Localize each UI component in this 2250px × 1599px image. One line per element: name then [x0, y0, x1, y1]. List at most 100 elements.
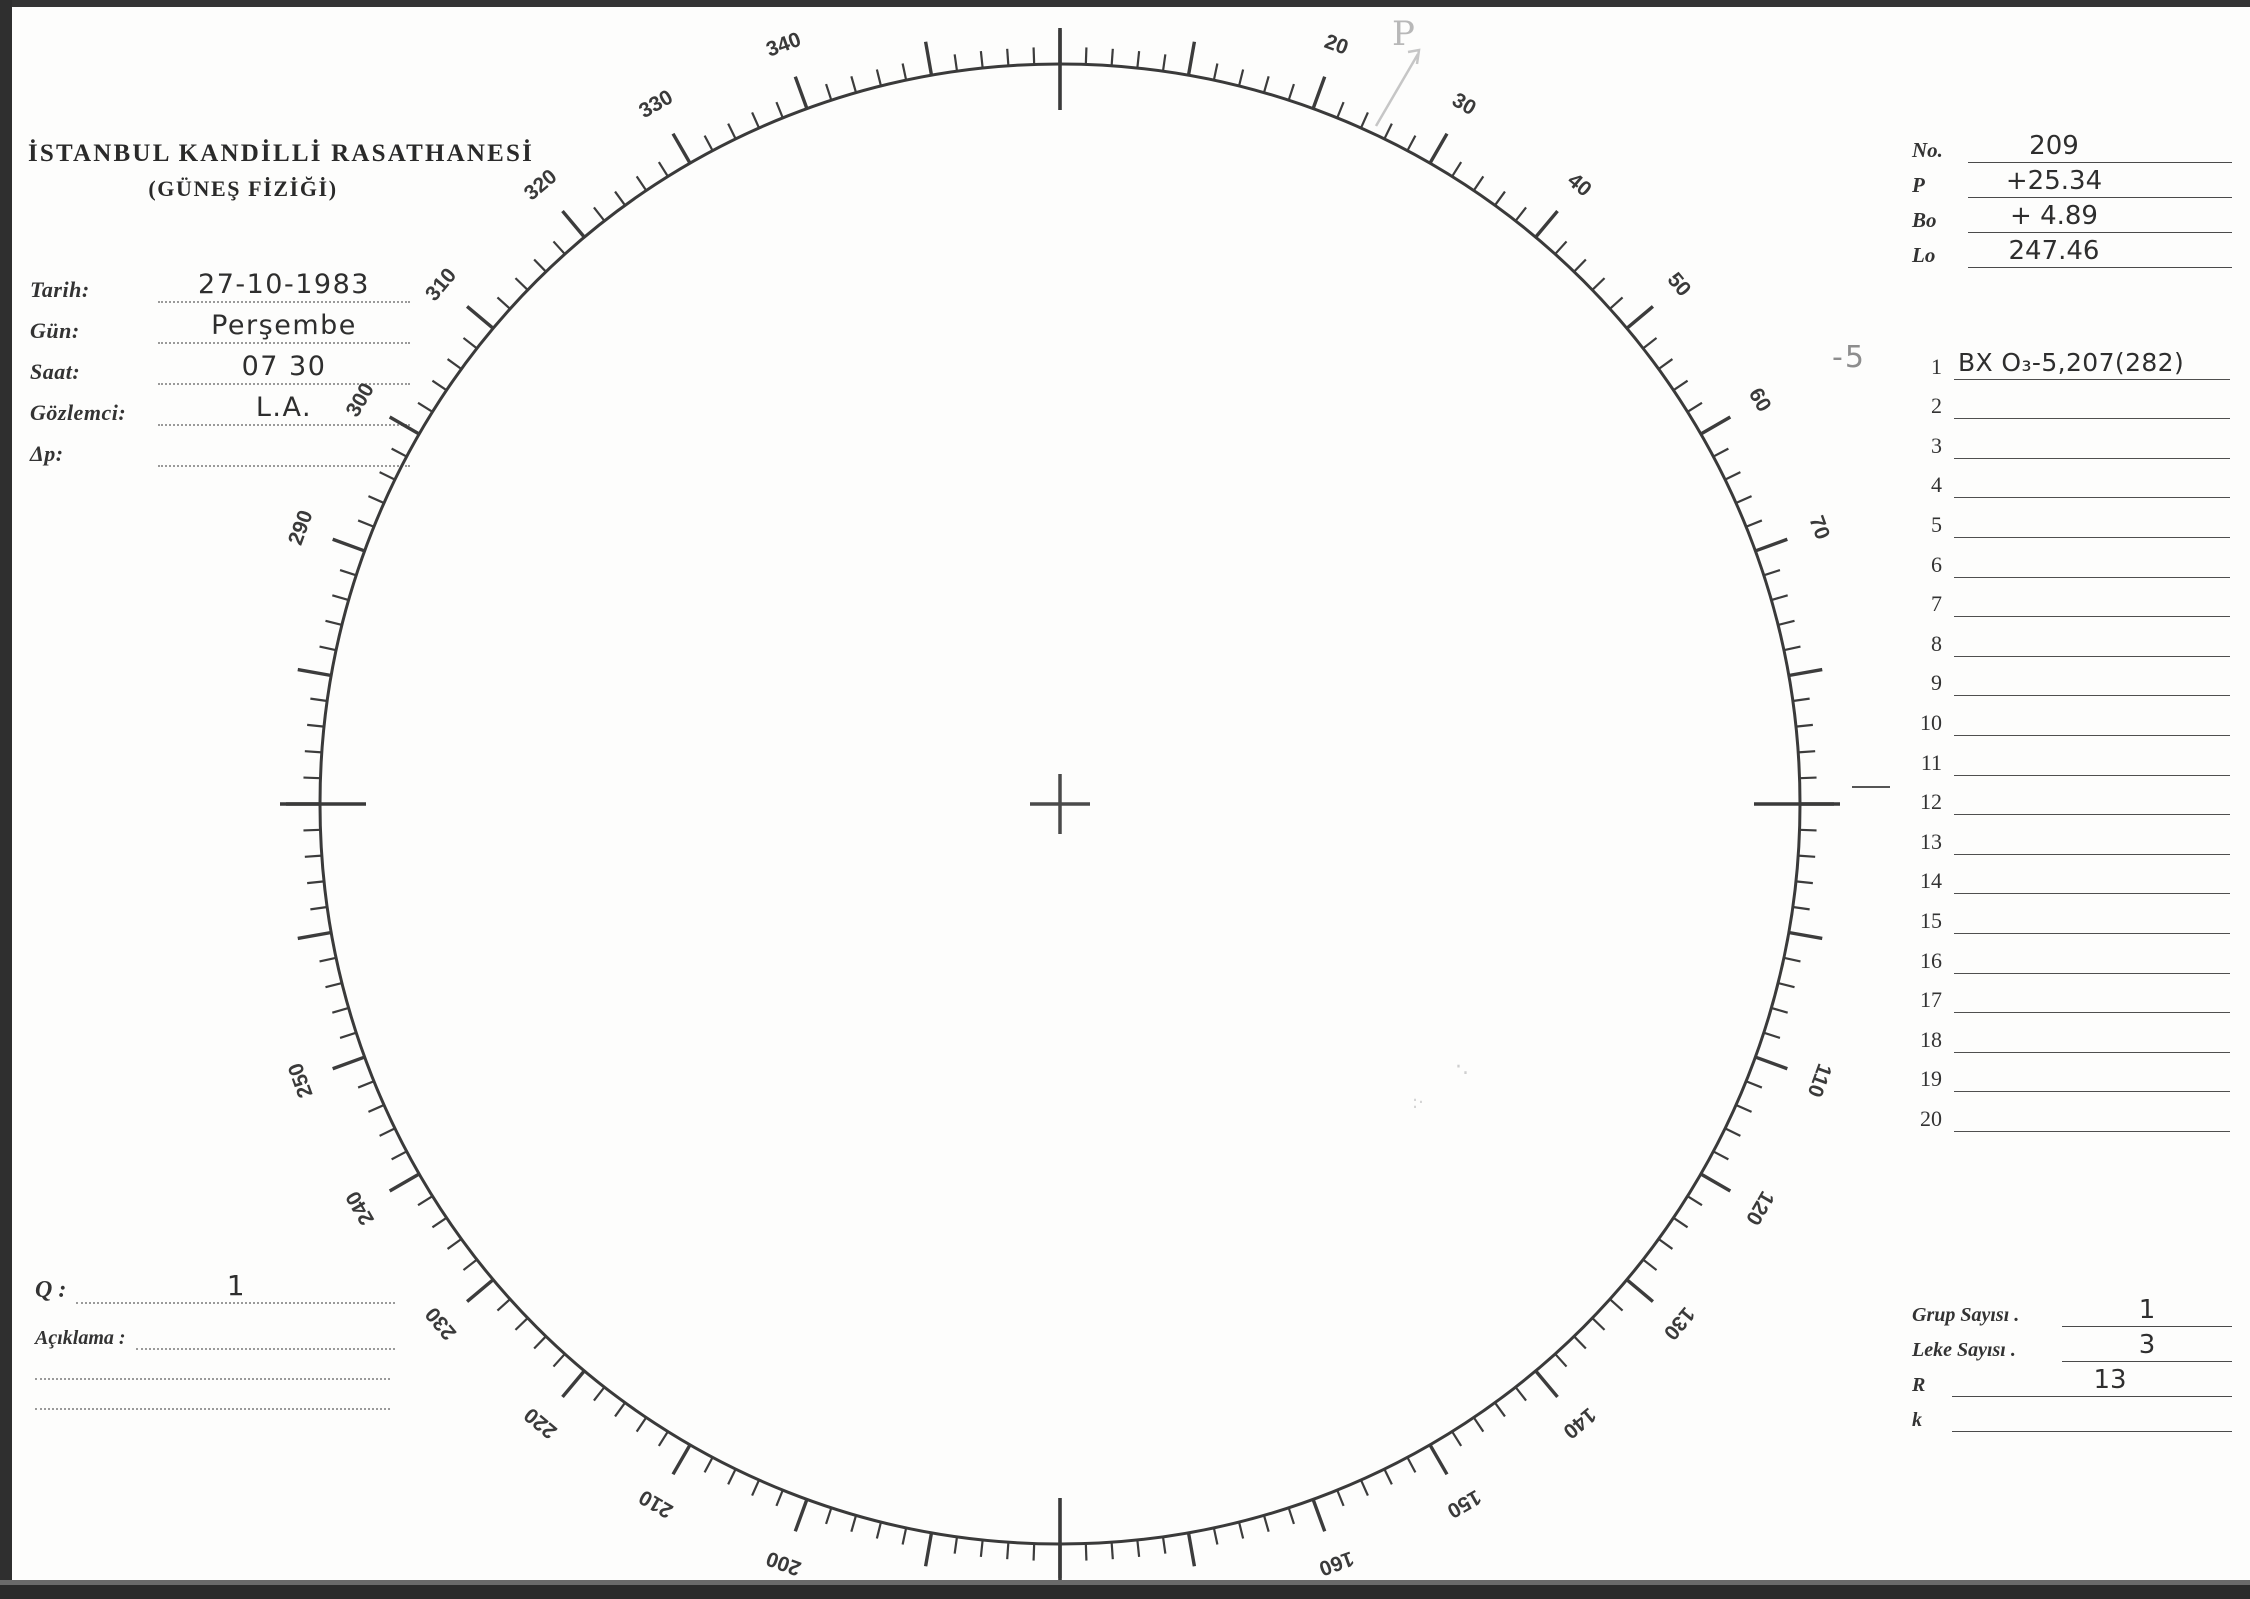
degree-label: 330	[635, 86, 677, 123]
degree-tick-minor	[1795, 723, 1813, 728]
entry-number: 4	[1931, 472, 1942, 498]
entry-number: 12	[1920, 789, 1942, 815]
parameter-value: 247.46	[2008, 236, 2100, 266]
summary-row: Leke Sayısı . 3	[1912, 1327, 2232, 1362]
quality-input-line[interactable]: 1	[76, 1269, 395, 1304]
field-label: Saat:	[30, 359, 81, 384]
entry-row: 19	[1900, 1053, 2230, 1093]
degree-tick-minor	[368, 495, 385, 505]
degree-tick-minor	[1472, 1416, 1485, 1433]
field-label: Gün:	[30, 318, 80, 343]
entry-row: 20	[1900, 1092, 2230, 1132]
cardinal-mark-w: 270W	[280, 802, 366, 806]
degree-tick-minor	[1672, 379, 1689, 392]
entry-input-line[interactable]	[1954, 545, 2230, 578]
entry-input-line[interactable]: BX O₃-5,207(282)	[1954, 347, 2230, 380]
quality-value: 1	[226, 1269, 245, 1302]
entry-input-line[interactable]	[1954, 782, 2230, 816]
note-input-line[interactable]	[135, 1320, 395, 1350]
degree-tick-minor	[1745, 519, 1763, 528]
degree-tick-minor	[901, 63, 908, 81]
entry-number: 10	[1920, 709, 1942, 735]
degree-tick-minor	[614, 1402, 626, 1418]
summary-input-line[interactable]: 3	[2062, 1330, 2232, 1362]
degree-tick-minor	[635, 175, 648, 192]
entry-number: 2	[1931, 393, 1942, 419]
parameter-input-line[interactable]: 209	[1968, 131, 2232, 163]
entry-row: 13	[1900, 815, 2230, 855]
cardinal-mark-e: 90E	[1754, 802, 1840, 806]
entry-input-line[interactable]	[1954, 822, 2230, 855]
quality-row: Q : 1	[35, 1258, 395, 1304]
degree-tick-minor	[1735, 1103, 1752, 1113]
entry-row: 15	[1900, 894, 2230, 934]
degree-tick-minor	[325, 619, 343, 627]
entry-input-line[interactable]	[1954, 465, 2230, 499]
degree-tick-minor	[379, 1127, 396, 1137]
degree-tick-minor	[1359, 112, 1369, 129]
entry-input-line[interactable]	[1954, 624, 2230, 657]
entry-input-line[interactable]	[1954, 861, 2230, 895]
degree-tick-minor	[1554, 240, 1568, 255]
degree-label: 80	[1842, 650, 1843, 677]
entry-input-line[interactable]	[1954, 980, 2230, 1014]
entry-input-line[interactable]	[1954, 426, 2230, 459]
entry-input-line[interactable]	[1954, 743, 2230, 776]
field-input-line[interactable]: 07 30	[158, 351, 410, 385]
degree-tick-minor	[1745, 1080, 1763, 1089]
parameter-input-line[interactable]: 247.46	[1968, 236, 2232, 268]
cardinal-mark-n: 0N	[1058, 28, 1062, 110]
degree-tick-minor	[303, 776, 321, 780]
field-input-line[interactable]: Perşembe	[158, 310, 410, 344]
entry-input-line[interactable]	[1954, 505, 2230, 538]
summary-input-line[interactable]: 1	[2062, 1295, 2232, 1327]
entry-input-line[interactable]	[1954, 1059, 2230, 1093]
entry-input-line[interactable]	[1954, 901, 2230, 934]
degree-tick-minor	[825, 1507, 833, 1525]
entry-input-line[interactable]	[1954, 1099, 2230, 1132]
degree-tick-minor	[1658, 1238, 1674, 1250]
field-input-line[interactable]: 27-10-1983	[158, 269, 410, 303]
degree-label: 260	[278, 925, 279, 964]
degree-tick-minor	[727, 1468, 737, 1485]
note-extra-line-2[interactable]	[35, 1406, 390, 1410]
degree-tick-major	[1788, 930, 1823, 941]
degree-tick-minor	[1573, 258, 1587, 273]
degree-tick-major	[923, 41, 934, 76]
degree-tick-major	[1311, 76, 1327, 110]
parameter-input-line[interactable]: +25.34	[1968, 166, 2232, 198]
degree-tick-minor	[1799, 828, 1817, 832]
disk-center-crosshair	[1030, 774, 1090, 834]
degree-tick-minor	[1763, 1031, 1781, 1039]
entry-input-line[interactable]	[1954, 663, 2230, 697]
scan-edge-top	[0, 0, 2250, 7]
entry-input-line[interactable]	[1954, 386, 2230, 420]
degree-tick-minor	[1136, 1539, 1141, 1557]
parameter-input-line[interactable]: + 4.89	[1968, 201, 2232, 233]
field-label: Δp:	[30, 441, 64, 466]
degree-tick-major	[1186, 41, 1197, 76]
field-input-line[interactable]: L.A.	[158, 392, 410, 426]
degree-tick-minor	[1609, 1298, 1624, 1312]
degree-label: 130	[1659, 1303, 1699, 1345]
entry-row: 2	[1900, 380, 2230, 420]
entry-input-line[interactable]	[1954, 941, 2230, 974]
summary-input-line[interactable]: 13	[1952, 1365, 2232, 1397]
entry-input-line[interactable]	[1954, 1020, 2230, 1053]
degree-tick-minor	[496, 296, 511, 310]
degree-tick-minor	[514, 277, 529, 291]
summary-input-line[interactable]	[1952, 1400, 2232, 1432]
entry-input-line[interactable]	[1954, 584, 2230, 618]
field-input-line[interactable]	[158, 435, 410, 467]
degree-tick-major	[1534, 1369, 1559, 1399]
degree-tick-minor	[1161, 54, 1167, 72]
degree-tick-minor	[825, 83, 833, 101]
degree-tick-major	[332, 1055, 366, 1071]
field-value: Perşembe	[211, 310, 357, 341]
degree-tick-minor	[462, 337, 478, 350]
entry-input-line[interactable]	[1954, 703, 2230, 736]
degree-tick-minor	[533, 1335, 547, 1350]
parameter-label: Bo	[1912, 208, 1937, 232]
note-extra-line-1[interactable]	[35, 1376, 390, 1380]
degree-tick-minor	[953, 54, 959, 72]
